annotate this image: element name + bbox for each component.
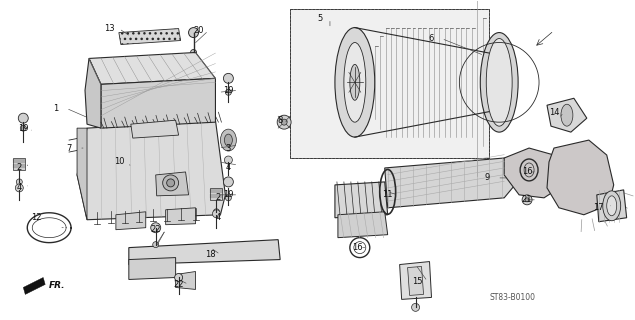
Polygon shape xyxy=(101,78,215,128)
Ellipse shape xyxy=(344,43,366,122)
Polygon shape xyxy=(156,172,189,196)
Ellipse shape xyxy=(480,33,518,132)
Circle shape xyxy=(224,73,234,83)
Circle shape xyxy=(225,89,231,95)
Polygon shape xyxy=(129,258,176,279)
Text: 13: 13 xyxy=(104,24,114,33)
Text: 7: 7 xyxy=(67,144,72,153)
Circle shape xyxy=(20,125,26,131)
Text: 12: 12 xyxy=(31,213,41,222)
Circle shape xyxy=(213,209,220,215)
Text: 10: 10 xyxy=(114,157,124,166)
Text: 19: 19 xyxy=(223,86,234,95)
Circle shape xyxy=(153,242,159,248)
Text: 4: 4 xyxy=(216,213,221,222)
Text: 19: 19 xyxy=(18,124,29,132)
Text: 6: 6 xyxy=(429,34,434,43)
Polygon shape xyxy=(338,212,388,238)
Text: 8: 8 xyxy=(277,116,283,125)
Polygon shape xyxy=(504,148,564,198)
Text: 22: 22 xyxy=(173,280,184,289)
Circle shape xyxy=(163,175,178,191)
Ellipse shape xyxy=(486,38,512,126)
Ellipse shape xyxy=(606,196,617,216)
Circle shape xyxy=(15,184,23,192)
Polygon shape xyxy=(129,240,280,265)
Polygon shape xyxy=(85,59,101,128)
Circle shape xyxy=(190,50,196,55)
Circle shape xyxy=(17,179,22,185)
Text: 15: 15 xyxy=(412,277,423,286)
Text: 16: 16 xyxy=(352,243,363,252)
Polygon shape xyxy=(119,28,180,44)
Ellipse shape xyxy=(224,134,232,146)
Text: 4: 4 xyxy=(226,164,231,172)
Circle shape xyxy=(18,113,29,123)
Polygon shape xyxy=(408,267,424,295)
Polygon shape xyxy=(385,158,519,208)
Ellipse shape xyxy=(220,129,236,151)
Text: 3: 3 xyxy=(225,144,231,153)
Circle shape xyxy=(525,198,529,202)
Circle shape xyxy=(281,119,287,125)
Text: 20: 20 xyxy=(193,26,204,35)
Circle shape xyxy=(189,28,199,37)
Ellipse shape xyxy=(561,104,573,126)
Text: FR.: FR. xyxy=(49,281,65,290)
Text: 2: 2 xyxy=(17,164,22,172)
Polygon shape xyxy=(399,261,432,300)
Text: 16: 16 xyxy=(522,167,532,176)
Polygon shape xyxy=(77,128,87,220)
Polygon shape xyxy=(131,120,178,138)
Circle shape xyxy=(224,177,234,187)
Circle shape xyxy=(411,303,420,311)
Ellipse shape xyxy=(335,28,375,137)
Circle shape xyxy=(150,223,161,233)
Text: ST83-B0100: ST83-B0100 xyxy=(489,293,535,302)
Polygon shape xyxy=(13,158,25,170)
Polygon shape xyxy=(210,188,222,200)
Polygon shape xyxy=(116,212,146,230)
Text: 19: 19 xyxy=(223,190,234,199)
Circle shape xyxy=(522,195,532,205)
Polygon shape xyxy=(547,98,587,132)
Text: 2: 2 xyxy=(216,193,221,202)
Text: 1: 1 xyxy=(53,104,59,113)
Polygon shape xyxy=(335,182,388,218)
Circle shape xyxy=(225,195,231,201)
Circle shape xyxy=(166,179,175,187)
Polygon shape xyxy=(89,52,215,84)
Text: 14: 14 xyxy=(549,108,559,117)
Polygon shape xyxy=(23,277,45,294)
Text: 17: 17 xyxy=(594,203,604,212)
Text: 22: 22 xyxy=(150,225,161,234)
Polygon shape xyxy=(77,120,225,220)
Polygon shape xyxy=(166,208,196,225)
Polygon shape xyxy=(176,271,196,289)
Text: 5: 5 xyxy=(318,14,323,23)
Circle shape xyxy=(224,156,232,164)
Polygon shape xyxy=(547,140,613,215)
Text: 21: 21 xyxy=(522,195,532,204)
Text: 18: 18 xyxy=(205,250,216,259)
Circle shape xyxy=(213,210,220,218)
Polygon shape xyxy=(597,190,627,222)
Circle shape xyxy=(175,274,183,282)
Polygon shape xyxy=(290,9,489,158)
Circle shape xyxy=(277,115,291,129)
Text: 4: 4 xyxy=(17,183,22,192)
Ellipse shape xyxy=(350,64,360,100)
Text: 11: 11 xyxy=(382,190,393,199)
Text: 9: 9 xyxy=(485,173,490,182)
Ellipse shape xyxy=(603,191,620,221)
